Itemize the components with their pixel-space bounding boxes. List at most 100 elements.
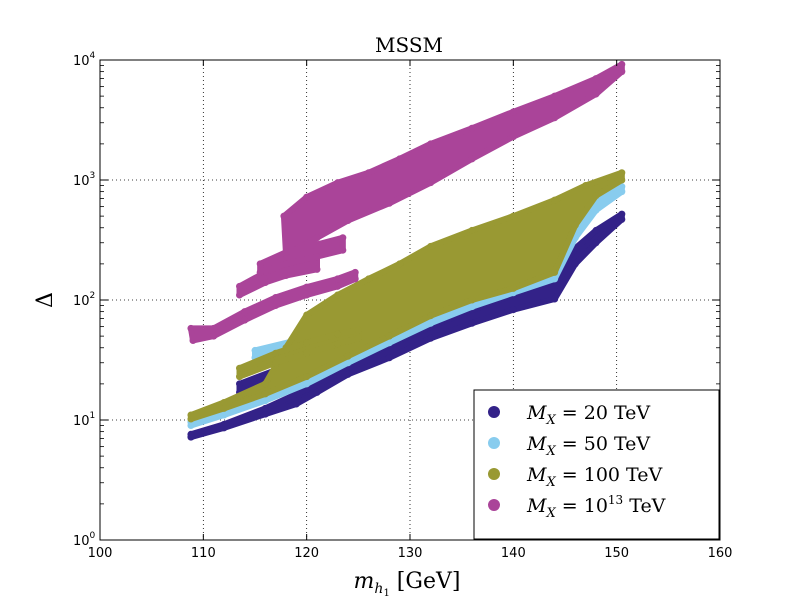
data-point [236,380,243,388]
data-point [334,275,342,283]
data-point [592,90,600,98]
data-point [261,390,269,398]
data-point [618,176,626,184]
legend-label: MX = 50 TeV [526,433,650,459]
data-point [509,284,517,292]
data-point [427,319,435,327]
data-point [282,272,290,280]
data-point [396,260,404,268]
data-point [396,155,404,163]
data-point [509,108,517,116]
data-point [344,352,352,360]
data-point [344,216,352,224]
data-point [236,291,243,299]
data-point [509,212,517,220]
data-point [351,275,359,283]
data-point [236,282,243,290]
data-point [385,339,393,347]
data-point [468,303,476,311]
data-point [241,308,249,316]
y-tick-label: 101 [73,411,95,429]
data-point [385,332,393,340]
legend-label: MX = 20 TeV [526,402,650,428]
data-point [468,319,476,327]
data-point [551,196,559,204]
data-point [292,400,300,408]
data-point [261,380,269,388]
data-point [551,268,559,276]
data-point [618,215,626,223]
data-point [220,398,228,406]
data-point [618,169,626,177]
axis-ticks: 100 110 120 130 140 150 160 100 101 102 103 104 [73,51,732,561]
x-axis-title-sub: h [374,581,383,597]
data-point [220,404,228,412]
data-series [187,60,626,441]
x-axis-title-subsub: 1 [383,588,389,599]
data-point [365,275,373,283]
series-3 [187,169,626,423]
data-point [592,75,600,83]
data-point [344,359,352,367]
data-point [256,268,264,276]
data-point [187,411,195,419]
data-point [468,296,476,304]
legend-label: MX = 100 TeV [526,464,662,490]
data-point [303,311,311,319]
data-point [618,183,626,191]
data-point [551,92,559,100]
data-point [427,179,435,187]
data-point [303,380,311,388]
data-point [313,388,321,396]
data-point [280,212,288,220]
series-band [280,61,625,258]
data-point [303,373,311,381]
data-point [241,316,249,324]
data-point [344,370,352,378]
data-point [385,199,393,207]
data-point [551,275,559,283]
data-point [236,373,243,381]
data-point [313,265,321,273]
data-point [303,283,311,291]
data-point [592,226,600,234]
data-point [592,206,600,214]
data-point [210,324,218,332]
data-point [256,260,264,268]
data-point [427,242,435,250]
data-point [427,312,435,320]
data-point [365,169,373,177]
data-point [509,133,517,141]
data-point [571,260,579,268]
data-point [303,193,311,201]
data-point [339,234,347,242]
y-tick-label: 103 [73,171,95,189]
data-point [313,241,321,249]
data-point [220,420,228,428]
legend-marker [488,437,500,449]
data-point [339,246,347,254]
data-point [334,179,342,187]
data-point [334,330,342,338]
data-point [251,346,259,354]
data-point [427,334,435,342]
data-point [468,124,476,132]
data-point [334,340,342,348]
data-point [592,192,600,200]
data-point [592,239,600,247]
data-point [427,140,435,148]
data-point [571,221,579,229]
data-point [272,359,280,367]
legend-box [473,389,720,540]
data-point [618,210,626,218]
data-point [618,68,626,76]
data-point [261,397,269,405]
data-point [187,324,195,332]
data-point [313,253,321,261]
data-point [313,234,321,242]
x-axis-title: mh1 [GeV] [354,569,461,599]
plot-frame [99,59,721,541]
data-point [261,278,269,286]
data-point [272,293,280,301]
